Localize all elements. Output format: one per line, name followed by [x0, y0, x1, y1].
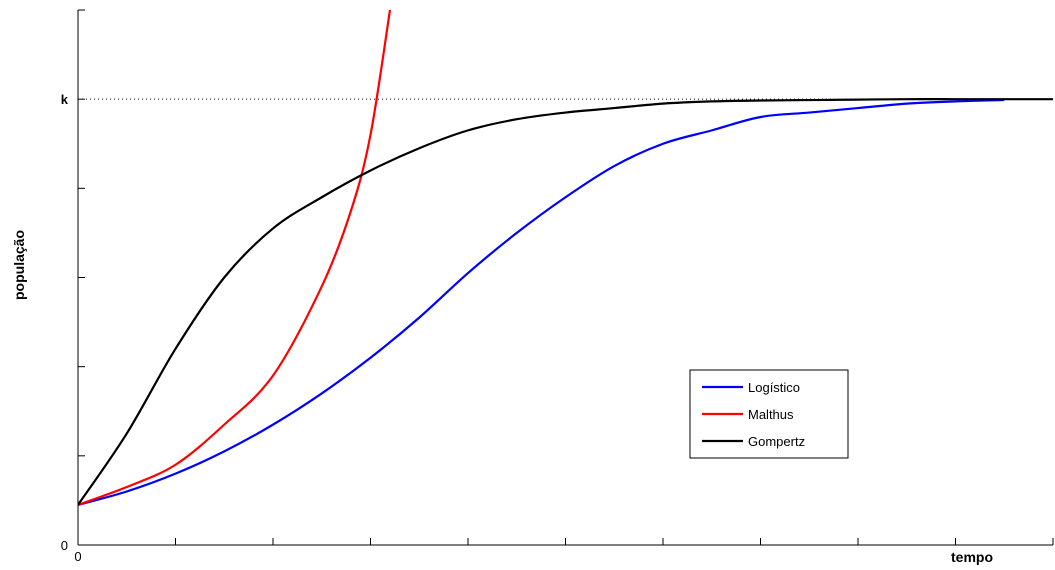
legend-label: Malthus: [748, 407, 794, 422]
series-lines: [78, 10, 1053, 506]
series-line-logistico: [78, 98, 1005, 506]
y-tick-label: 0: [61, 538, 68, 553]
y-tick-label: k: [61, 92, 69, 107]
tick-labels: 0 k 0: [61, 92, 82, 564]
y-axis-label: população: [11, 230, 27, 300]
legend-label: Logístico: [748, 380, 800, 395]
legend: Logístico Malthus Gompertz: [689, 369, 849, 459]
x-axis-label: tempo: [951, 549, 993, 565]
series-line-gompertz: [78, 98, 1053, 506]
legend-label: Gompertz: [748, 434, 805, 449]
series-line-malthus: [78, 10, 392, 506]
x-tick-label: 0: [74, 549, 81, 564]
